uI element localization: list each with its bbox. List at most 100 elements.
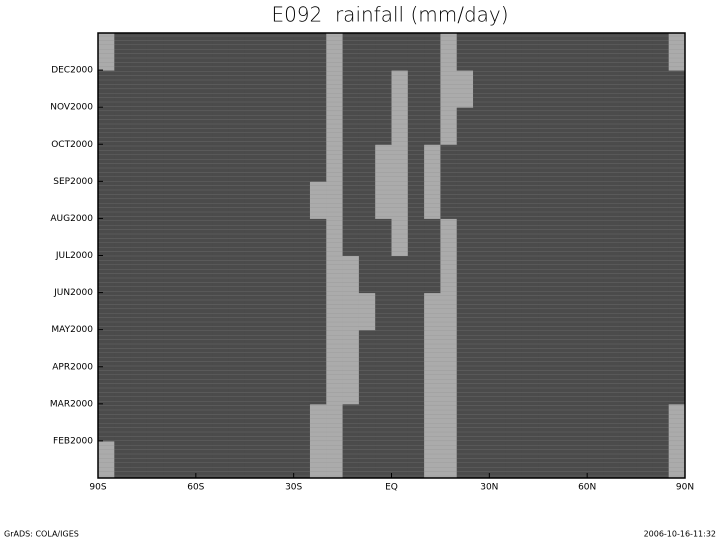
- field-cell: [114, 292, 132, 331]
- field-cell: [570, 107, 588, 145]
- field-cell: [358, 33, 376, 71]
- field-cell: [179, 366, 197, 405]
- x-tick-label: EQ: [385, 483, 398, 493]
- field-cell: [668, 255, 686, 294]
- footer-right: 2006-10-16-11:32: [644, 530, 716, 539]
- field-cell: [521, 255, 539, 294]
- field-cell: [130, 292, 148, 331]
- field-cell: [114, 255, 132, 294]
- field-cell: [603, 255, 621, 294]
- field-cell: [309, 107, 327, 145]
- field-cell: [98, 181, 115, 219]
- field-cell: [407, 181, 425, 219]
- field-cell: [407, 33, 425, 71]
- y-tick-label: OCT2000: [51, 140, 93, 150]
- field-cell: [636, 144, 653, 182]
- field-cell: [358, 218, 376, 256]
- field-cell: [587, 403, 604, 442]
- x-tick-label: 30N: [480, 483, 498, 493]
- field-cell: [440, 181, 458, 219]
- field-cell: [130, 255, 148, 294]
- field-cell: [179, 33, 197, 71]
- field-cell: [163, 144, 181, 182]
- field-cell: [668, 144, 686, 182]
- field-cell: [587, 33, 604, 71]
- field-cell: [521, 440, 539, 479]
- field-cell: [652, 255, 670, 294]
- field-cell: [163, 292, 181, 331]
- field-cell: [326, 366, 344, 405]
- field-cell: [261, 144, 278, 182]
- field-cell: [375, 33, 392, 71]
- field-cell: [570, 181, 588, 219]
- field-cell: [554, 218, 572, 256]
- field-cell: [277, 181, 295, 219]
- field-cell: [309, 403, 327, 442]
- field-cell: [668, 107, 686, 145]
- field-cell: [98, 144, 115, 182]
- field-cell: [391, 107, 409, 145]
- field-cell: [326, 107, 344, 145]
- field-cell: [619, 403, 637, 442]
- field-cell: [277, 218, 295, 256]
- field-cell: [261, 218, 278, 256]
- field-cell: [309, 218, 327, 256]
- field-cell: [179, 440, 197, 479]
- field-cell: [424, 366, 441, 405]
- field-cell: [456, 366, 474, 405]
- field-cell: [424, 107, 441, 145]
- field-cell: [603, 366, 621, 405]
- field-cell: [98, 107, 115, 145]
- field-cell: [342, 33, 360, 71]
- field-cell: [195, 403, 213, 442]
- field-cell: [146, 33, 164, 71]
- field-cell: [636, 107, 653, 145]
- field-cell: [636, 366, 653, 405]
- field-cell: [375, 403, 392, 442]
- field-cell: [309, 440, 327, 479]
- field-cell: [619, 292, 637, 331]
- field-cell: [146, 218, 164, 256]
- field-cell: [163, 218, 181, 256]
- field-cell: [391, 33, 409, 71]
- field-cell: [261, 403, 278, 442]
- field-cell: [554, 144, 572, 182]
- field-cell: [195, 440, 213, 479]
- field-cell: [473, 366, 490, 405]
- field-cell: [440, 107, 458, 145]
- field-cell: [293, 403, 311, 442]
- footer-left: GrADS: COLA/IGES: [4, 530, 79, 539]
- field-cell: [179, 144, 197, 182]
- field-cell: [456, 440, 474, 479]
- field-cell: [505, 403, 523, 442]
- field-cell: [342, 107, 360, 145]
- field-cell: [195, 255, 213, 294]
- field-cell: [521, 292, 539, 331]
- field-cell: [619, 144, 637, 182]
- field-cell: [652, 440, 670, 479]
- chart-title: E092 rainfall (mm/day): [271, 3, 508, 27]
- field-cell: [261, 181, 278, 219]
- field-cell: [489, 292, 507, 331]
- field-cell: [163, 440, 181, 479]
- field-cell: [195, 181, 213, 219]
- field-cell: [619, 255, 637, 294]
- field-cell: [391, 403, 409, 442]
- field-cell: [489, 218, 507, 256]
- field-cell: [179, 107, 197, 145]
- field-cell: [309, 255, 327, 294]
- field-cell: [228, 440, 246, 479]
- field-cell: [195, 144, 213, 182]
- field-cell: [293, 144, 311, 182]
- field-cell: [424, 292, 441, 331]
- field-cell: [326, 440, 344, 479]
- field-cell: [407, 292, 425, 331]
- field-cell: [375, 144, 392, 182]
- field-cell: [407, 107, 425, 145]
- field-cell: [244, 366, 262, 405]
- field-cell: [212, 292, 229, 331]
- field-cell: [293, 218, 311, 256]
- field-cell: [538, 181, 556, 219]
- field-cell: [521, 218, 539, 256]
